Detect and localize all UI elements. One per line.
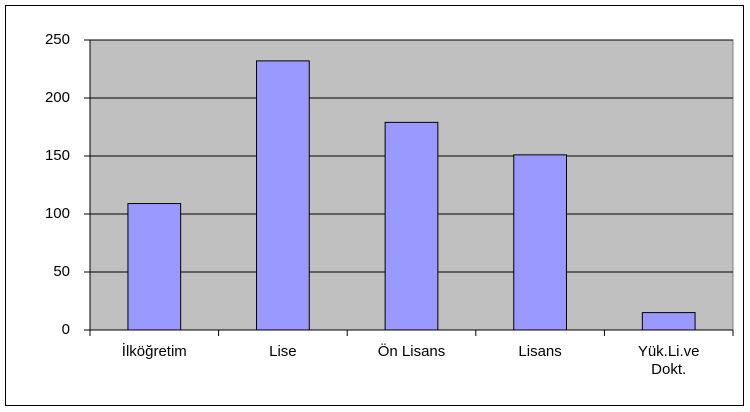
x-tick-label: Yük.Li.ve Dokt.: [637, 343, 700, 378]
y-tick-label: 50: [53, 263, 70, 280]
x-tick-label: Ön Lisans: [377, 343, 446, 360]
bar: [513, 154, 567, 331]
bar: [641, 312, 696, 331]
y-tick-label: 100: [45, 205, 70, 222]
y-tick-label: 150: [45, 147, 70, 164]
y-tick-label: 0: [62, 321, 70, 338]
x-tick-label: İlköğretim: [121, 343, 187, 360]
y-tick-label: 200: [45, 89, 70, 106]
bar: [127, 203, 182, 331]
x-tick-label: Lisans: [518, 343, 562, 360]
bar: [256, 60, 310, 331]
bar: [384, 121, 439, 331]
x-tick-label: Lise: [269, 343, 297, 360]
y-tick-label: 250: [45, 31, 70, 48]
